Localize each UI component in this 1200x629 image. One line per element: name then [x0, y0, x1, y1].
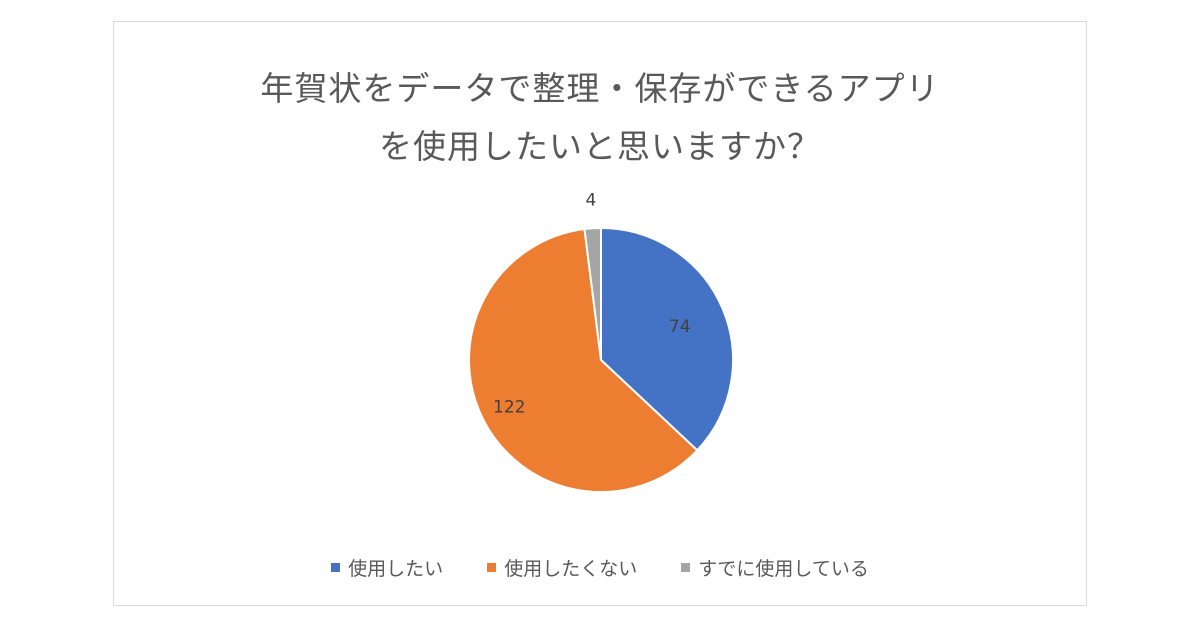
legend-label: 使用したい [348, 558, 444, 580]
chart-title-line-2: を使用したいと思いますか？ [379, 127, 821, 166]
legend-item-want-to-use: 使用したい [331, 554, 443, 581]
pie-slice [600, 226, 734, 452]
legend-swatch [681, 563, 691, 572]
legend-label: 使用したくない [504, 558, 638, 580]
pie-data-label: 122 [493, 398, 525, 418]
legend-swatch [487, 563, 497, 572]
legend-item-already-using: すでに使用している [681, 554, 869, 581]
legend: 使用したい 使用したくない すでに使用している [114, 554, 1086, 581]
pie-slice [583, 226, 602, 361]
legend-label: すでに使用している [698, 558, 869, 580]
chart-title-line-1: 年賀状をデータで整理・保存ができるアプリ [260, 69, 940, 108]
chart-frame: 年賀状をデータで整理・保存ができるアプリ を使用したいと思いますか？ 74 122… [113, 21, 1087, 606]
pie-slice [468, 227, 699, 493]
pie-data-label: 74 [669, 317, 691, 337]
pie-data-label: 4 [585, 190, 596, 210]
legend-swatch [331, 563, 341, 572]
legend-item-dont-want-to-use: 使用したくない [487, 554, 637, 581]
pie-chart: 74 122 4 [468, 190, 734, 493]
